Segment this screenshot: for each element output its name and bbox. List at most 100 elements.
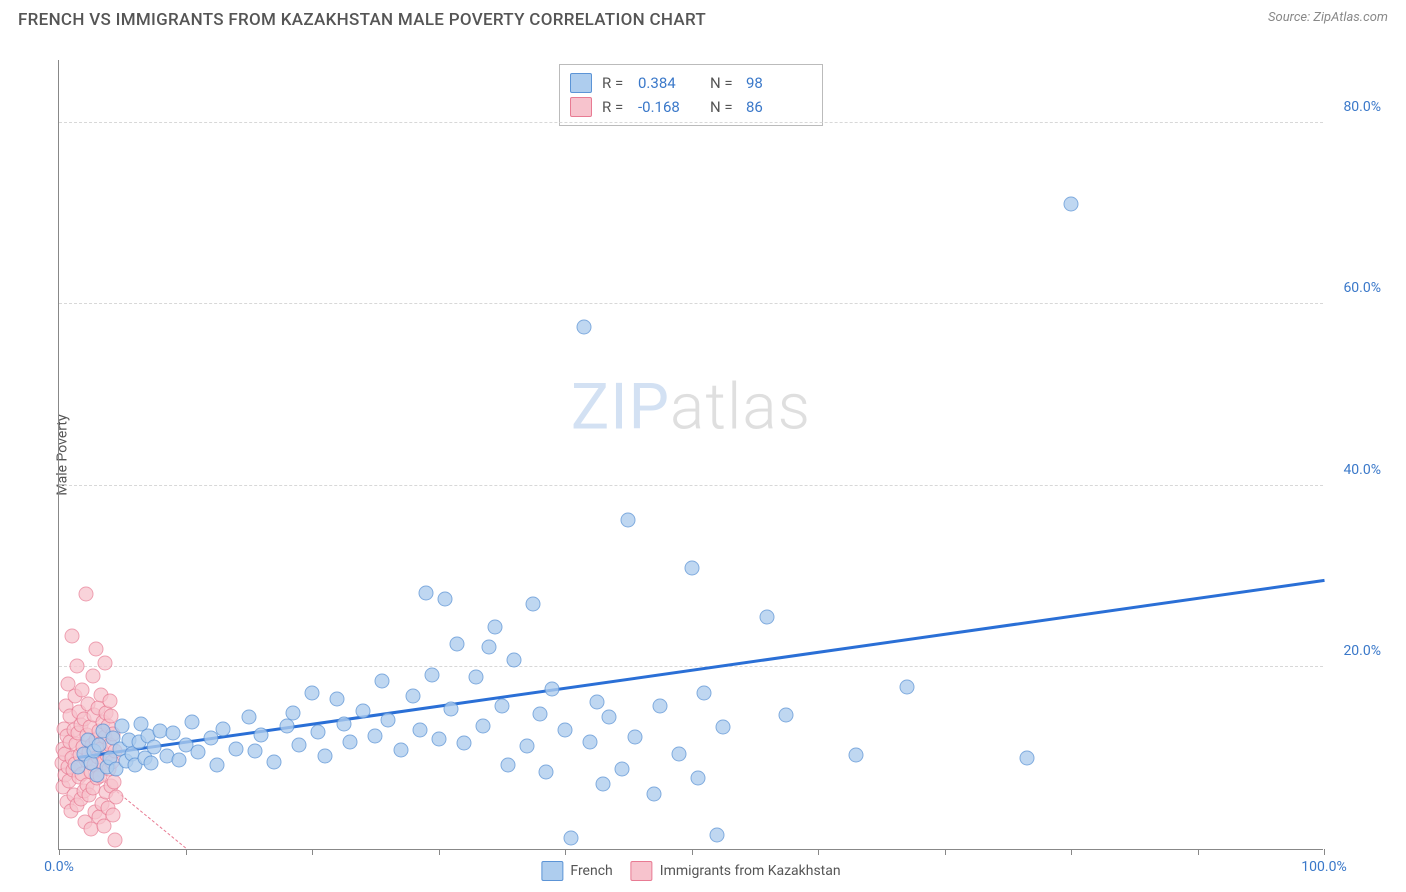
- chart-container: Male Poverty ZIPatlas R = 0.384 N = 98 R…: [50, 60, 1380, 850]
- data-point-french: [482, 640, 497, 655]
- gridline: [59, 303, 1323, 304]
- legend-label-french: French: [570, 863, 612, 879]
- data-point-kazakhstan: [107, 832, 122, 847]
- data-point-french: [671, 746, 686, 761]
- data-point-french: [279, 719, 294, 734]
- data-point-french: [165, 725, 180, 740]
- x-tick-label: 0.0%: [44, 859, 74, 875]
- data-point-french: [627, 730, 642, 745]
- data-point-french: [652, 699, 667, 714]
- data-point-french: [418, 585, 433, 600]
- x-tick: [945, 849, 946, 855]
- data-point-french: [311, 724, 326, 739]
- data-point-french: [507, 653, 522, 668]
- legend-item-french: French: [541, 861, 612, 881]
- data-point-french: [456, 735, 471, 750]
- data-point-french: [589, 694, 604, 709]
- data-point-french: [286, 705, 301, 720]
- x-tick: [312, 849, 313, 855]
- watermark-zip: ZIP: [571, 370, 670, 445]
- data-point-french: [267, 754, 282, 769]
- data-point-kazakhstan: [105, 807, 120, 822]
- data-point-kazakhstan: [78, 586, 93, 601]
- n-value-french: 98: [746, 74, 808, 92]
- data-point-french: [248, 743, 263, 758]
- data-point-french: [595, 776, 610, 791]
- data-point-french: [431, 732, 446, 747]
- swatch-french: [541, 861, 563, 881]
- data-point-french: [229, 742, 244, 757]
- data-point-french: [684, 560, 699, 575]
- data-point-french: [374, 674, 389, 689]
- r-value-french: 0.384: [638, 74, 700, 92]
- data-point-french: [412, 723, 427, 738]
- r-value-kazakhstan: -0.168: [638, 98, 700, 116]
- data-point-french: [292, 738, 307, 753]
- data-point-french: [425, 667, 440, 682]
- series-legend: French Immigrants from Kazakhstan: [541, 861, 840, 881]
- data-point-french: [716, 720, 731, 735]
- data-point-kazakhstan: [89, 642, 104, 657]
- data-point-french: [144, 755, 159, 770]
- data-point-french: [848, 747, 863, 762]
- data-point-kazakhstan: [69, 658, 84, 673]
- data-point-french: [583, 734, 598, 749]
- data-point-kazakhstan: [65, 628, 80, 643]
- data-point-kazakhstan: [107, 774, 122, 789]
- data-point-french: [172, 753, 187, 768]
- data-point-french: [545, 682, 560, 697]
- x-tick: [1198, 849, 1199, 855]
- r-label: R =: [602, 74, 628, 92]
- data-point-french: [216, 722, 231, 737]
- gridline: [59, 666, 1323, 667]
- data-point-french: [539, 764, 554, 779]
- data-point-french: [494, 698, 509, 713]
- data-point-french: [191, 744, 206, 759]
- watermark-atlas: atlas: [670, 370, 811, 445]
- data-point-french: [305, 685, 320, 700]
- data-point-french: [336, 716, 351, 731]
- n-label: N =: [710, 98, 736, 116]
- correlation-row-kazakhstan: R = -0.168 N = 86: [570, 95, 808, 119]
- swatch-kazakhstan: [570, 97, 592, 117]
- data-point-french: [475, 718, 490, 733]
- chart-title: FRENCH VS IMMIGRANTS FROM KAZAKHSTAN MAL…: [18, 10, 706, 30]
- data-point-french: [558, 723, 573, 738]
- data-point-french: [406, 689, 421, 704]
- data-point-french: [1019, 751, 1034, 766]
- data-point-french: [469, 670, 484, 685]
- data-point-french: [1064, 197, 1079, 212]
- data-point-kazakhstan: [85, 669, 100, 684]
- data-point-french: [614, 762, 629, 777]
- x-tick: [1324, 849, 1325, 855]
- data-point-french: [501, 758, 516, 773]
- x-tick: [692, 849, 693, 855]
- data-point-french: [690, 771, 705, 786]
- data-point-french: [621, 513, 636, 528]
- data-point-french: [488, 619, 503, 634]
- data-point-french: [576, 319, 591, 334]
- data-point-kazakhstan: [98, 655, 113, 670]
- data-point-french: [342, 734, 357, 749]
- data-point-french: [760, 610, 775, 625]
- data-point-french: [317, 749, 332, 764]
- data-point-french: [526, 596, 541, 611]
- y-tick-label: 60.0%: [1331, 280, 1381, 296]
- y-tick-label: 40.0%: [1331, 462, 1381, 478]
- data-point-french: [899, 680, 914, 695]
- x-tick: [439, 849, 440, 855]
- data-point-french: [210, 757, 225, 772]
- data-point-french: [450, 636, 465, 651]
- data-point-french: [92, 737, 107, 752]
- data-point-french: [241, 710, 256, 725]
- plot-area: ZIPatlas R = 0.384 N = 98 R = -0.168 N =…: [58, 60, 1323, 850]
- data-point-french: [393, 743, 408, 758]
- y-tick-label: 20.0%: [1331, 643, 1381, 659]
- source-attribution: Source: ZipAtlas.com: [1268, 10, 1388, 25]
- data-point-french: [532, 706, 547, 721]
- data-point-kazakhstan: [108, 790, 123, 805]
- correlation-legend: R = 0.384 N = 98 R = -0.168 N = 86: [559, 64, 823, 126]
- data-point-french: [444, 702, 459, 717]
- data-point-french: [368, 729, 383, 744]
- data-point-french: [254, 727, 269, 742]
